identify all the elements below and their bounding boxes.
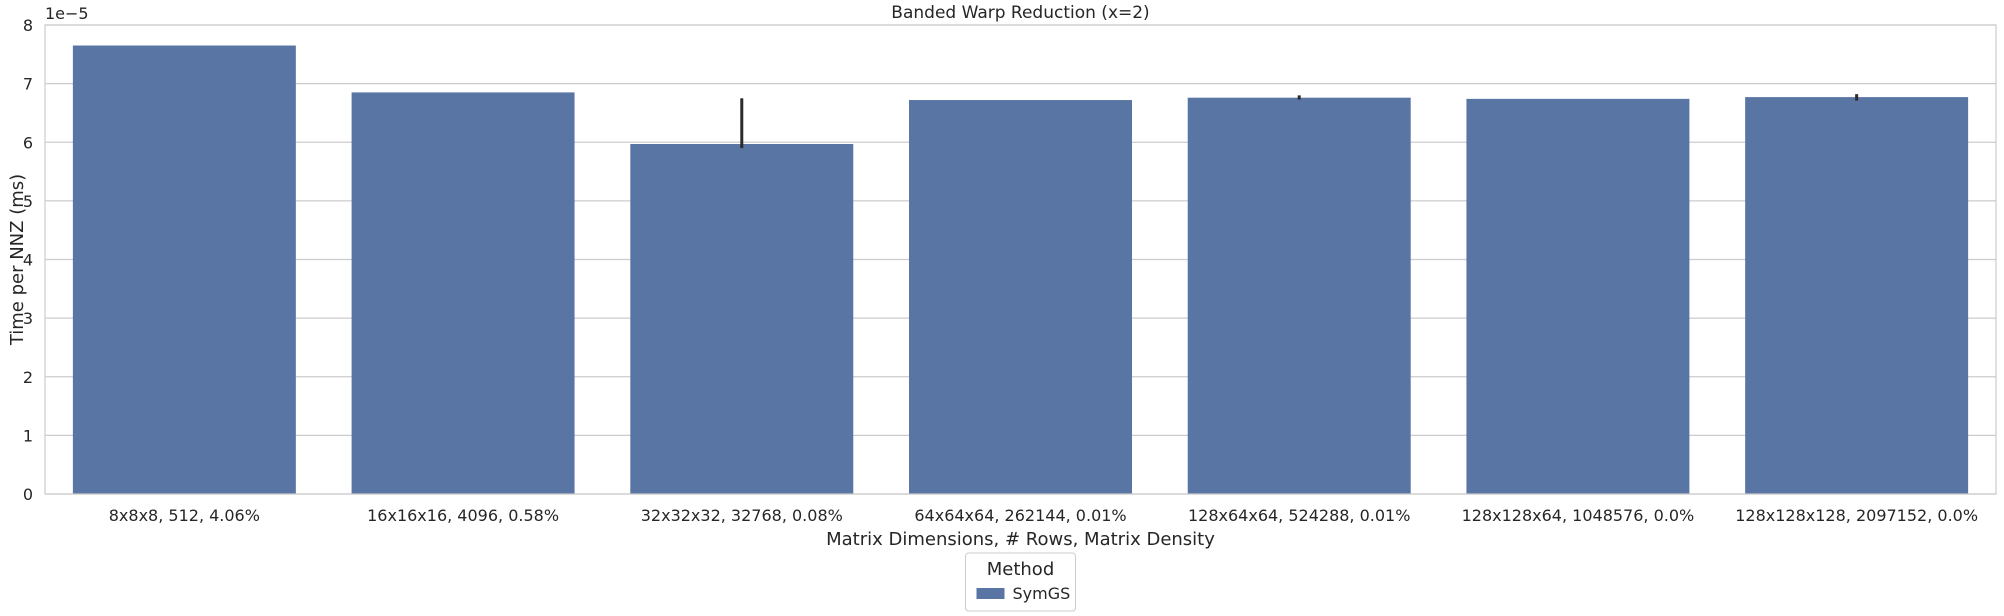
y-tick-label: 5 xyxy=(23,192,33,211)
y-tick-label: 8 xyxy=(23,16,33,35)
x-tick-label: 32x32x32, 32768, 0.08% xyxy=(641,506,843,525)
x-tick-label: 128x128x64, 1048576, 0.0% xyxy=(1462,506,1695,525)
bar xyxy=(909,100,1132,494)
y-tick-label: 0 xyxy=(23,485,33,504)
bar xyxy=(1466,98,1690,495)
x-tick-label: 128x128x128, 2097152, 0.0% xyxy=(1735,506,1978,525)
legend-title: Method xyxy=(987,559,1055,580)
bar xyxy=(351,92,575,494)
error-bars xyxy=(740,94,1859,149)
bar xyxy=(72,45,296,495)
y-tick-label: 7 xyxy=(23,75,33,94)
bar xyxy=(1187,97,1411,494)
bar xyxy=(1745,97,1969,494)
y-axis-label: Time per NNZ (ms) xyxy=(7,174,28,346)
x-axis-label: Matrix Dimensions, # Rows, Matrix Densit… xyxy=(826,529,1215,550)
x-tick-label: 64x64x64, 262144, 0.01% xyxy=(914,506,1126,525)
plot-frame xyxy=(44,24,1997,495)
legend: Method SymGS xyxy=(965,552,1076,612)
y-tick-label: 3 xyxy=(23,309,33,328)
x-tick-label: 16x16x16, 4096, 0.58% xyxy=(367,506,559,525)
legend-label-symgs: SymGS xyxy=(1013,584,1071,603)
y-tick-label: 2 xyxy=(23,368,33,387)
bars xyxy=(72,45,1969,495)
bar xyxy=(630,144,854,495)
x-tick-label: 8x8x8, 512, 4.06% xyxy=(109,506,260,525)
x-tick-labels: 8x8x8, 512, 4.06% 16x16x16, 4096, 0.58% 32… xyxy=(109,506,1978,525)
legend-swatch-symgs xyxy=(976,588,1005,599)
y-tick-label: 4 xyxy=(23,251,33,270)
x-tick-label: 128x64x64, 524288, 0.01% xyxy=(1188,506,1410,525)
y-offset-label: 1e−5 xyxy=(45,4,89,23)
y-tick-label: 6 xyxy=(23,133,33,152)
y-tick-label: 1 xyxy=(23,426,33,445)
chart-title: Banded Warp Reduction (x=2) xyxy=(891,3,1149,23)
y-tick-labels: 0 1 2 3 4 5 6 7 8 xyxy=(23,16,33,504)
